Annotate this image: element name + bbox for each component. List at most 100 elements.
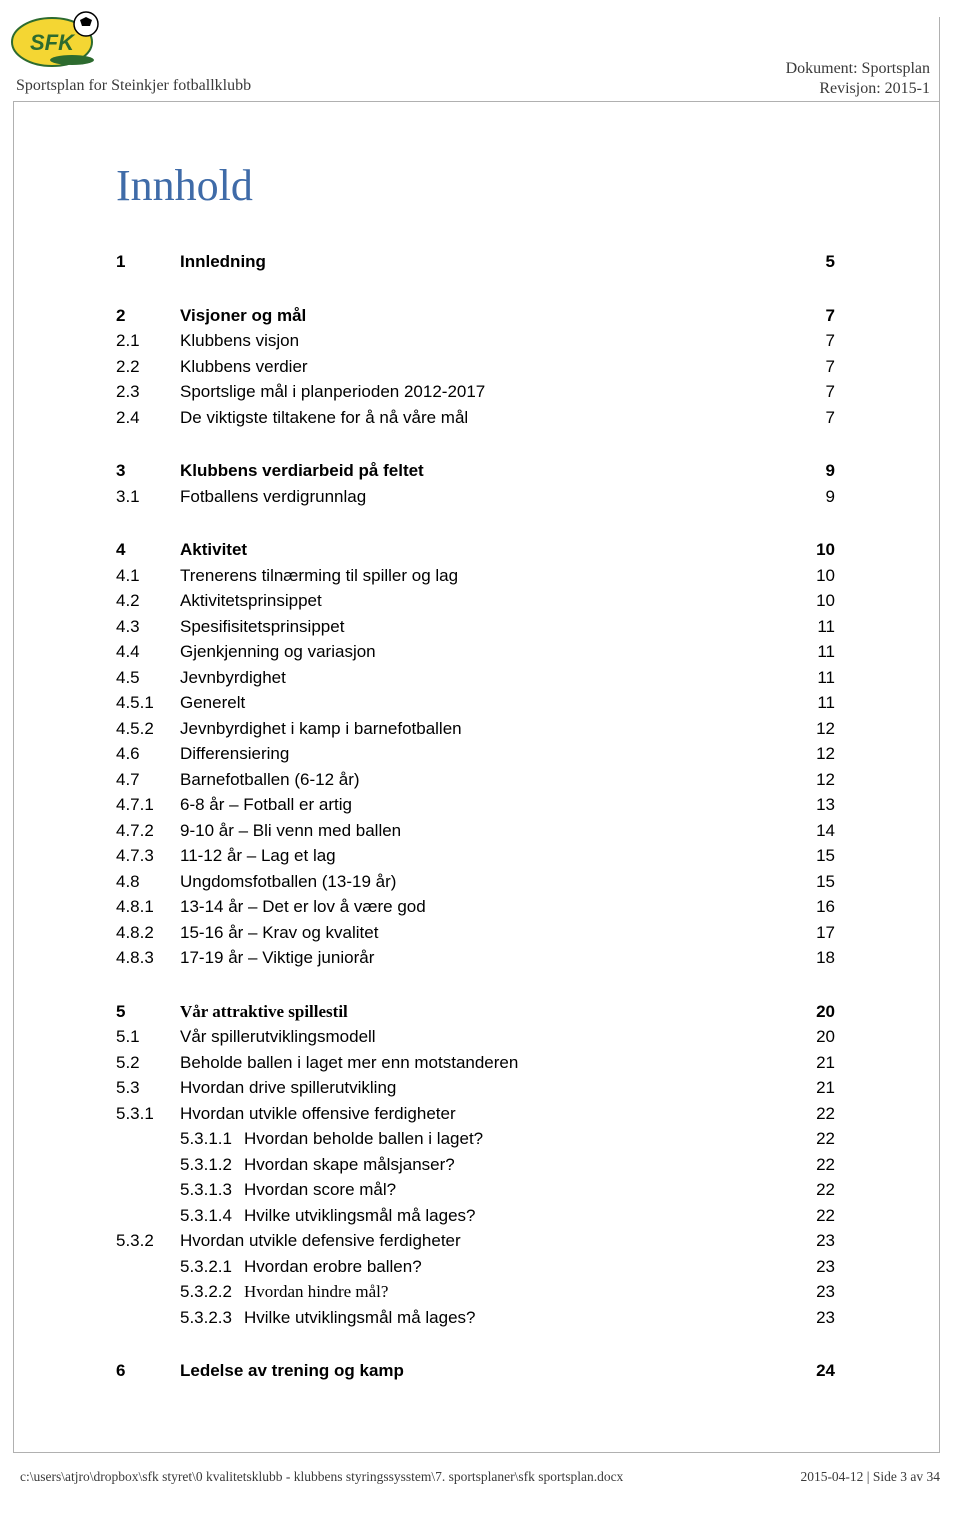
toc-row: 4.7.16-8 år – Fotball er artig13: [116, 792, 835, 818]
toc-row: 4.8Ungdomsfotballen (13-19 år)15: [116, 869, 835, 895]
toc-text: Trenerens tilnærming til spiller og lag: [180, 563, 791, 589]
content: Innhold 1Innledning52Visjoner og mål72.1…: [116, 160, 835, 1384]
toc-row: 4.8.317-19 år – Viktige juniorår18: [116, 945, 835, 971]
toc-num: 2.4: [116, 405, 180, 431]
toc-row: 4.8.215-16 år – Krav og kvalitet17: [116, 920, 835, 946]
header-doc: Dokument: Sportsplan: [786, 59, 930, 79]
toc-text: Barnefotballen (6-12 år): [180, 767, 791, 793]
toc-row: 2Visjoner og mål7: [116, 303, 835, 329]
toc-num: 2.2: [116, 354, 180, 380]
toc-text: Hvordan beholde ballen i laget?: [244, 1126, 791, 1152]
toc-page: 22: [791, 1152, 835, 1178]
toc-num: 5.3.1.2: [116, 1152, 244, 1178]
toc-row: 5.3.2.3Hvilke utviklingsmål må lages?23: [116, 1305, 835, 1331]
toc-num: 4.7.2: [116, 818, 180, 844]
toc-page: 20: [791, 1024, 835, 1050]
toc-page: 7: [791, 354, 835, 380]
toc-container: 1Innledning52Visjoner og mål72.1Klubbens…: [116, 249, 835, 1384]
toc-num: 4.5.1: [116, 690, 180, 716]
toc-text: Spesifisitetsprinsippet: [180, 614, 791, 640]
toc-text: 13-14 år – Det er lov å være god: [180, 894, 791, 920]
toc-text: Ledelse av trening og kamp: [180, 1358, 791, 1384]
toc-page: 10: [791, 537, 835, 563]
toc-num: 4.3: [116, 614, 180, 640]
toc-page: 23: [791, 1279, 835, 1305]
toc-num: 4.1: [116, 563, 180, 589]
toc-num: 6: [116, 1358, 180, 1384]
toc-row: 4.5Jevnbyrdighet11: [116, 665, 835, 691]
toc-text: Hvordan utvikle offensive ferdigheter: [180, 1101, 791, 1127]
toc-num: 4.5.2: [116, 716, 180, 742]
toc-page: 5: [791, 249, 835, 275]
toc-row: 4.5.1Generelt11: [116, 690, 835, 716]
toc-row: 5.1Vår spillerutviklingsmodell20: [116, 1024, 835, 1050]
toc-section: 3Klubbens verdiarbeid på feltet93.1Fotba…: [116, 458, 835, 509]
border-right: [939, 17, 940, 1453]
toc-text: Vår attraktive spillestil: [180, 999, 791, 1025]
toc-text: De viktigste tiltakene for å nå våre mål: [180, 405, 791, 431]
toc-text: Hvordan drive spillerutvikling: [180, 1075, 791, 1101]
toc-row: 4.7.311-12 år – Lag et lag15: [116, 843, 835, 869]
toc-page: 17: [791, 920, 835, 946]
toc-num: 3.1: [116, 484, 180, 510]
toc-num: 4: [116, 537, 180, 563]
toc-row: 4.4Gjenkjenning og variasjon11: [116, 639, 835, 665]
toc-page: 23: [791, 1254, 835, 1280]
toc-num: 2.3: [116, 379, 180, 405]
toc-page: 9: [791, 458, 835, 484]
footer-path: c:\users\atjro\dropbox\sfk styret\0 kval…: [20, 1469, 623, 1485]
toc-text: Generelt: [180, 690, 791, 716]
toc-text: Hvordan hindre mål?: [244, 1279, 791, 1305]
toc-section: 6Ledelse av trening og kamp24: [116, 1358, 835, 1384]
toc-text: Hvilke utviklingsmål må lages?: [244, 1305, 791, 1331]
toc-text: Gjenkjenning og variasjon: [180, 639, 791, 665]
toc-row: 5.3.2Hvordan utvikle defensive ferdighet…: [116, 1228, 835, 1254]
toc-num: 5.3.1: [116, 1101, 180, 1127]
toc-row: 5Vår attraktive spillestil20: [116, 999, 835, 1025]
toc-num: 4.4: [116, 639, 180, 665]
toc-row: 4.1Trenerens tilnærming til spiller og l…: [116, 563, 835, 589]
toc-row: 2.1Klubbens visjon7: [116, 328, 835, 354]
toc-text: Klubbens visjon: [180, 328, 791, 354]
toc-page: 24: [791, 1358, 835, 1384]
toc-page: 10: [791, 563, 835, 589]
toc-row: 5.3.1.2Hvordan skape målsjanser?22: [116, 1152, 835, 1178]
toc-page: 20: [791, 999, 835, 1025]
toc-page: 13: [791, 792, 835, 818]
toc-num: 5.3: [116, 1075, 180, 1101]
toc-num: 4.8.1: [116, 894, 180, 920]
toc-page: 22: [791, 1101, 835, 1127]
toc-text: Aktivitet: [180, 537, 791, 563]
toc-row: 4.3Spesifisitetsprinsippet11: [116, 614, 835, 640]
header-rev: Revisjon: 2015-1: [786, 79, 930, 99]
toc-page: 21: [791, 1075, 835, 1101]
toc-num: 4.2: [116, 588, 180, 614]
toc-page: 12: [791, 716, 835, 742]
toc-text: Innledning: [180, 249, 791, 275]
toc-page: 12: [791, 741, 835, 767]
toc-row: 2.4De viktigste tiltakene for å nå våre …: [116, 405, 835, 431]
toc-text: Jevnbyrdighet i kamp i barnefotballen: [180, 716, 791, 742]
toc-page: 22: [791, 1203, 835, 1229]
toc-section: 2Visjoner og mål72.1Klubbens visjon72.2K…: [116, 303, 835, 431]
toc-page: 11: [791, 614, 835, 640]
toc-num: 3: [116, 458, 180, 484]
toc-num: 5.3.2.2: [116, 1279, 244, 1305]
toc-num: 2: [116, 303, 180, 329]
toc-text: Klubbens verdiarbeid på feltet: [180, 458, 791, 484]
footer-page: 2015-04-12 | Side 3 av 34: [800, 1469, 940, 1485]
toc-text: Hvordan erobre ballen?: [244, 1254, 791, 1280]
toc-section: 5Vår attraktive spillestil205.1Vår spill…: [116, 999, 835, 1331]
toc-num: 4.6: [116, 741, 180, 767]
toc-page: 16: [791, 894, 835, 920]
toc-text: Aktivitetsprinsippet: [180, 588, 791, 614]
toc-page: 21: [791, 1050, 835, 1076]
toc-page: 23: [791, 1228, 835, 1254]
toc-page: 9: [791, 484, 835, 510]
toc-text: Hvordan score mål?: [244, 1177, 791, 1203]
toc-row: 3.1Fotballens verdigrunnlag9: [116, 484, 835, 510]
toc-text: Jevnbyrdighet: [180, 665, 791, 691]
toc-row: 2.2Klubbens verdier7: [116, 354, 835, 380]
toc-row: 6Ledelse av trening og kamp24: [116, 1358, 835, 1384]
toc-num: 4.8: [116, 869, 180, 895]
